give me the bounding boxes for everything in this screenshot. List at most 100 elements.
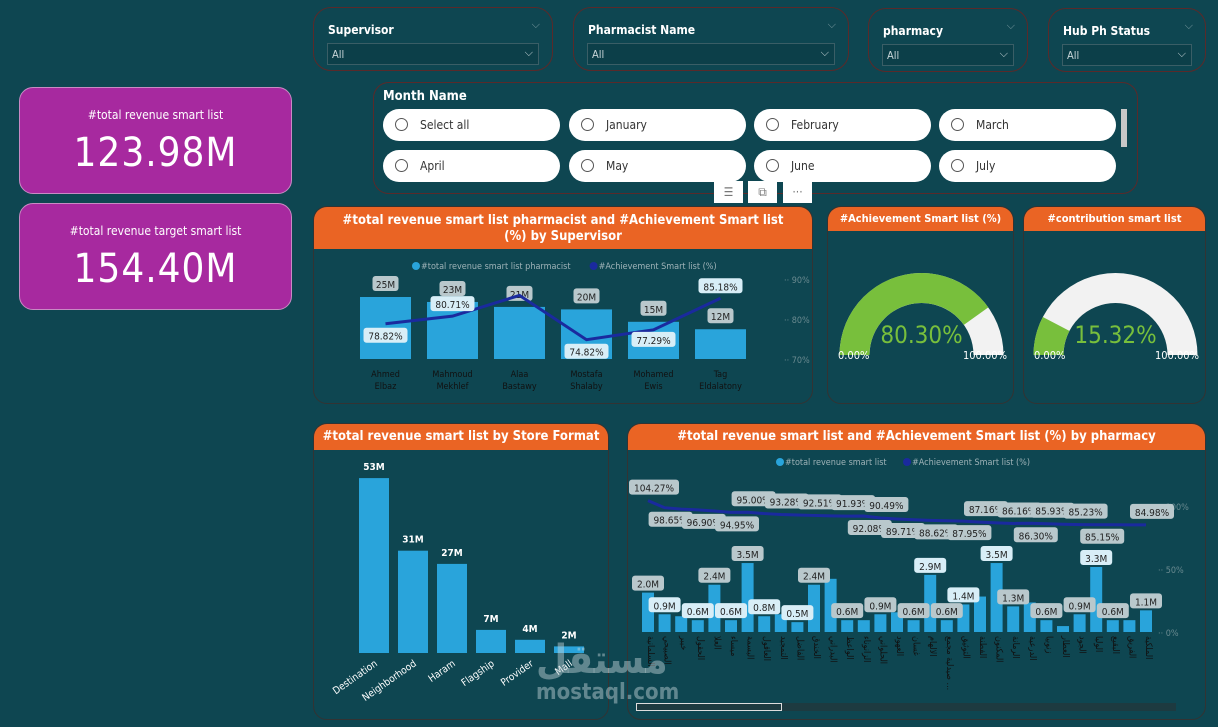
month-option[interactable]: June bbox=[754, 150, 931, 182]
x-tick-label: السلمانية bbox=[645, 636, 655, 667]
focus-mode-icon[interactable]: ⧉ bbox=[748, 181, 777, 203]
line-data-label: 91.93% bbox=[836, 499, 871, 510]
bar-data-label: 0.8M bbox=[753, 603, 775, 614]
bar-data-label: 15M bbox=[644, 305, 663, 316]
horizontal-scrollbar[interactable] bbox=[636, 703, 1176, 711]
x-tick-label: Mohamed bbox=[633, 370, 673, 380]
x-tick-label: الواعظ bbox=[844, 636, 854, 660]
radio-icon[interactable] bbox=[766, 159, 779, 172]
bar-data-label-bg bbox=[648, 597, 681, 613]
bar bbox=[437, 563, 467, 653]
gauge-value: 80.30% bbox=[880, 321, 962, 349]
month-option[interactable]: Select all bbox=[383, 109, 560, 141]
bar-data-label-bg bbox=[897, 603, 930, 619]
achievement-gauge: #Achievement Smart list (%) 80.30% 0.00% 1… bbox=[827, 206, 1014, 404]
bar-data-label-bg bbox=[715, 603, 747, 619]
hub-status-slicer[interactable]: Hub Ph Status ⌵ All ⌵ bbox=[1048, 8, 1206, 72]
scrollbar[interactable] bbox=[1121, 109, 1127, 147]
chevron-down-icon[interactable]: ⌵ bbox=[531, 18, 540, 31]
bar-data-label: 0.6M bbox=[936, 607, 958, 618]
bar-data-label: 0.6M bbox=[1035, 607, 1057, 618]
supervisor-dropdown[interactable]: All ⌵ bbox=[327, 43, 539, 65]
line-data-label-bg bbox=[629, 479, 679, 495]
scrollbar-thumb[interactable] bbox=[636, 703, 782, 711]
line-data-label-bg bbox=[831, 495, 876, 511]
line-data-label: 84.98% bbox=[1135, 508, 1170, 519]
legend-item: #Achievement Smart list (%) bbox=[599, 262, 717, 272]
bar bbox=[695, 329, 746, 359]
month-option-label: July bbox=[976, 159, 996, 173]
kpi-title: #total revenue target smart list bbox=[69, 224, 242, 238]
x-tick-label: العلا bbox=[711, 636, 721, 649]
supervisor-slicer[interactable]: Supervisor ⌵ All ⌵ bbox=[313, 7, 553, 71]
chevron-down-icon[interactable]: ⌵ bbox=[827, 18, 836, 31]
bar-data-label: 27M bbox=[441, 548, 463, 559]
chevron-down-icon[interactable]: ⌵ bbox=[1006, 19, 1015, 32]
month-option-label: June bbox=[791, 159, 815, 173]
pharmacy-slicer[interactable]: pharmacy ⌵ All ⌵ bbox=[868, 8, 1028, 72]
store-format-plot: 53MDestination31MNeighborhood27MHaram7MF… bbox=[331, 462, 584, 704]
line-data-label: 90.49% bbox=[869, 501, 904, 512]
line-data-label: 86.16% bbox=[1002, 506, 1037, 517]
bar-data-label: 2.4M bbox=[803, 572, 825, 583]
chevron-down-icon[interactable]: ⌵ bbox=[1184, 19, 1193, 32]
month-option[interactable]: January bbox=[569, 109, 746, 141]
more-options-icon[interactable]: ··· bbox=[783, 181, 812, 203]
month-option[interactable]: April bbox=[383, 150, 560, 182]
bar-data-label-bg bbox=[748, 599, 781, 615]
bar-data-label-bg bbox=[707, 308, 734, 324]
x-tick-label: الحلواني bbox=[877, 636, 887, 664]
month-option-label: Select all bbox=[420, 118, 470, 132]
radio-icon[interactable] bbox=[951, 118, 964, 131]
x-tick-label: Ewis bbox=[644, 382, 662, 392]
radio-icon[interactable] bbox=[766, 118, 779, 131]
pharmacy-plot: #total revenue smart list #Achievement Sm… bbox=[629, 458, 1189, 690]
line-data-label: 96.90% bbox=[687, 518, 722, 529]
bar bbox=[824, 578, 837, 632]
bar-data-label-bg bbox=[1096, 603, 1129, 619]
bar-data-label-bg bbox=[980, 546, 1013, 562]
radio-icon[interactable] bbox=[581, 118, 594, 131]
legend-item: #total revenue smart list pharmacist bbox=[421, 262, 571, 272]
radio-icon[interactable] bbox=[581, 159, 594, 172]
x-tick-label: المكنون bbox=[994, 636, 1004, 662]
bar bbox=[1057, 626, 1069, 632]
radio-icon[interactable] bbox=[951, 159, 964, 172]
x-tick-label: Alaa bbox=[511, 370, 529, 380]
line-data-label-bg bbox=[997, 502, 1042, 518]
bar bbox=[1123, 620, 1136, 632]
bar-data-label: 25M bbox=[376, 280, 395, 291]
x-tick-label: Mostafa bbox=[570, 370, 602, 380]
line-data-label: 85.18% bbox=[703, 282, 738, 293]
pharmacist-dropdown[interactable]: All ⌵ bbox=[587, 43, 835, 65]
radio-icon[interactable] bbox=[395, 159, 408, 172]
bar-data-label: 53M bbox=[363, 462, 385, 473]
line-data-label: 87.95% bbox=[952, 529, 987, 540]
contribution-gauge: #contribution smart list 15.32% 0.00% 100.… bbox=[1023, 206, 1206, 404]
month-option[interactable]: July bbox=[939, 150, 1116, 182]
y2-tick-label: ·· 80% bbox=[784, 316, 810, 326]
bar-data-label: 0.6M bbox=[1102, 607, 1124, 618]
y2-tick-label: ·· 90% bbox=[784, 276, 810, 286]
month-option[interactable]: February bbox=[754, 109, 931, 141]
line-data-label: 94.95% bbox=[720, 520, 755, 531]
achievement-line bbox=[385, 293, 722, 342]
month-option[interactable]: March bbox=[939, 109, 1116, 141]
bar-data-label-bg bbox=[372, 276, 399, 291]
hub-status-dropdown[interactable]: All ⌵ bbox=[1062, 44, 1192, 66]
kpi-total-revenue-target: #total revenue target smart list 154.40M bbox=[19, 203, 292, 310]
line-data-label-bg bbox=[947, 525, 992, 541]
kpi-value: 154.40M bbox=[73, 246, 238, 292]
bar-data-label: 23M bbox=[443, 285, 462, 296]
pharmacist-slicer[interactable]: Pharmacist Name ⌵ All ⌵ bbox=[573, 7, 849, 71]
radio-icon[interactable] bbox=[395, 118, 408, 131]
line-data-label: 87.16% bbox=[969, 505, 1004, 516]
filter-icon[interactable]: ☰ bbox=[714, 181, 743, 203]
y2-tick-label: ·· 50% bbox=[1158, 566, 1184, 576]
pharmacy-dropdown[interactable]: All ⌵ bbox=[882, 44, 1014, 66]
x-tick-label: الملكية bbox=[1143, 636, 1153, 659]
month-option[interactable]: May bbox=[569, 150, 746, 182]
line-data-label-bg bbox=[648, 511, 693, 527]
bar bbox=[990, 563, 1003, 632]
bar-data-label: 0.6M bbox=[720, 607, 742, 618]
